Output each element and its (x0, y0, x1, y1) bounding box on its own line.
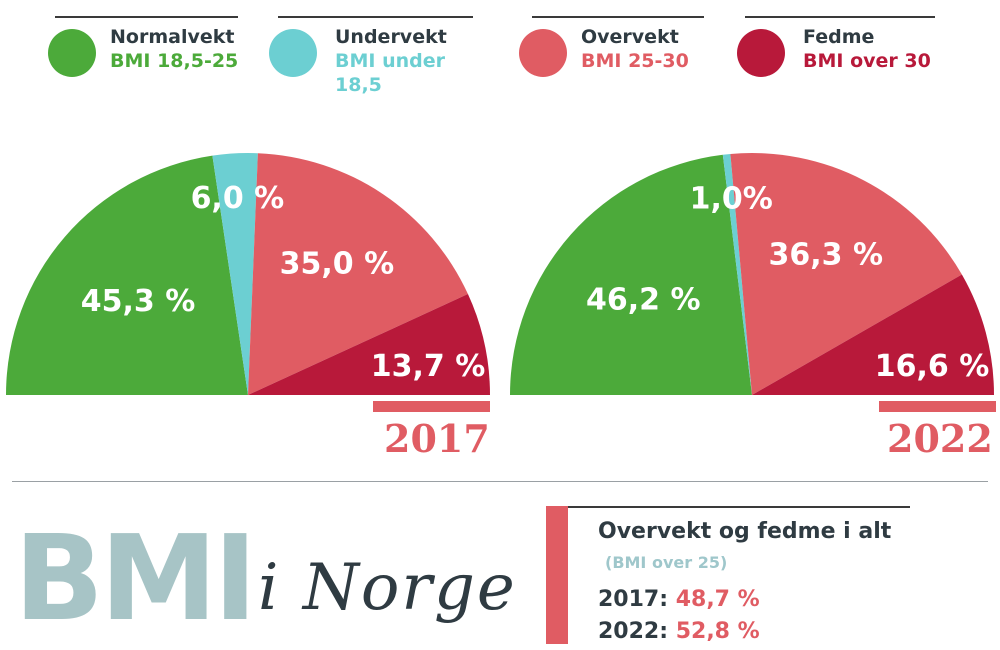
legend-rule-fedme (745, 16, 935, 18)
summary-value-2017: 48,7 % (675, 587, 760, 612)
slice-label-2022-undervekt: 1,0% (690, 182, 773, 217)
summary-title: Overvekt og fedme i alt (598, 519, 892, 544)
slice-2017-overvekt (248, 153, 468, 395)
summary-rule (548, 506, 910, 508)
summary-year-2022: 2022: (598, 619, 669, 644)
year-label-2017: 2017 (384, 416, 490, 461)
slice-2022-overvekt (730, 153, 962, 395)
brand-subtitle: i Norge (258, 551, 517, 625)
half-pie-chart-2022: 46,2 % 1,0% 36,3 % 16,6 % (510, 153, 994, 395)
legend-range-fedme: BMI over 30 (803, 50, 931, 72)
slice-2017-normalvekt (6, 155, 248, 395)
legend-swatch-normalvekt (48, 29, 96, 77)
legend-rule-normalvekt (55, 16, 238, 18)
legend-swatch-undervekt (269, 29, 317, 77)
legend-label-fedme: Fedme (803, 26, 875, 48)
slice-label-2017-overvekt: 35,0 % (280, 246, 395, 281)
slice-label-2022-fedme: 16,6 % (875, 349, 990, 384)
legend-rule-overvekt (532, 16, 704, 18)
half-pie-charts: 45,3 % 6,0 % 35,0 % 13,7 % 46,2 % 1,0% 36,3 %… (6, 152, 994, 395)
summary-value-2022: 52,8 % (675, 619, 760, 644)
slice-label-2017-undervekt: 6,0 % (191, 181, 285, 216)
legend-label-undervekt: Undervekt (335, 26, 447, 48)
section-divider (12, 481, 988, 482)
legend-label-normalvekt: Normalvekt (110, 26, 235, 48)
slice-label-2017-normalvekt: 45,3 % (81, 284, 196, 319)
summary-subtitle: (BMI over 25) (605, 553, 728, 572)
slice-2017-undervekt (212, 152, 258, 395)
slice-label-2022-normalvekt: 46,2 % (586, 283, 701, 318)
legend-range-undervekt: BMI under (335, 50, 445, 72)
legend-rule-undervekt (278, 16, 473, 18)
legend-swatch-fedme (737, 29, 785, 77)
slice-label-2017-fedme: 13,7 % (371, 349, 486, 384)
summary-row-2022: 2022: 52,8 % (598, 618, 760, 646)
half-pie-chart-2017: 45,3 % 6,0 % 35,0 % 13,7 % (6, 152, 490, 395)
slice-2022-undervekt (722, 153, 752, 395)
legend-label-overvekt: Overvekt (581, 26, 679, 48)
legend-range-overvekt: BMI 25-30 (581, 50, 689, 72)
year-underline-2017 (373, 401, 490, 412)
slice-2022-normalvekt (510, 154, 752, 395)
slice-2022-fedme (752, 274, 994, 395)
year-underline-2022 (879, 401, 996, 412)
year-label-2022: 2022 (887, 416, 993, 461)
slice-2017-fedme (248, 294, 490, 395)
summary-row-2017: 2017: 48,7 % (598, 586, 760, 614)
legend-range-undervekt-line2: 18,5 (335, 74, 382, 96)
summary-year-2017: 2017: (598, 587, 669, 612)
slice-label-2022-overvekt: 36,3 % (769, 237, 884, 272)
brand-title: BMI (14, 509, 257, 647)
summary-accent-bar (546, 506, 568, 644)
legend-range-normalvekt: BMI 18,5-25 (110, 50, 239, 72)
legend-swatch-overvekt (519, 29, 567, 77)
